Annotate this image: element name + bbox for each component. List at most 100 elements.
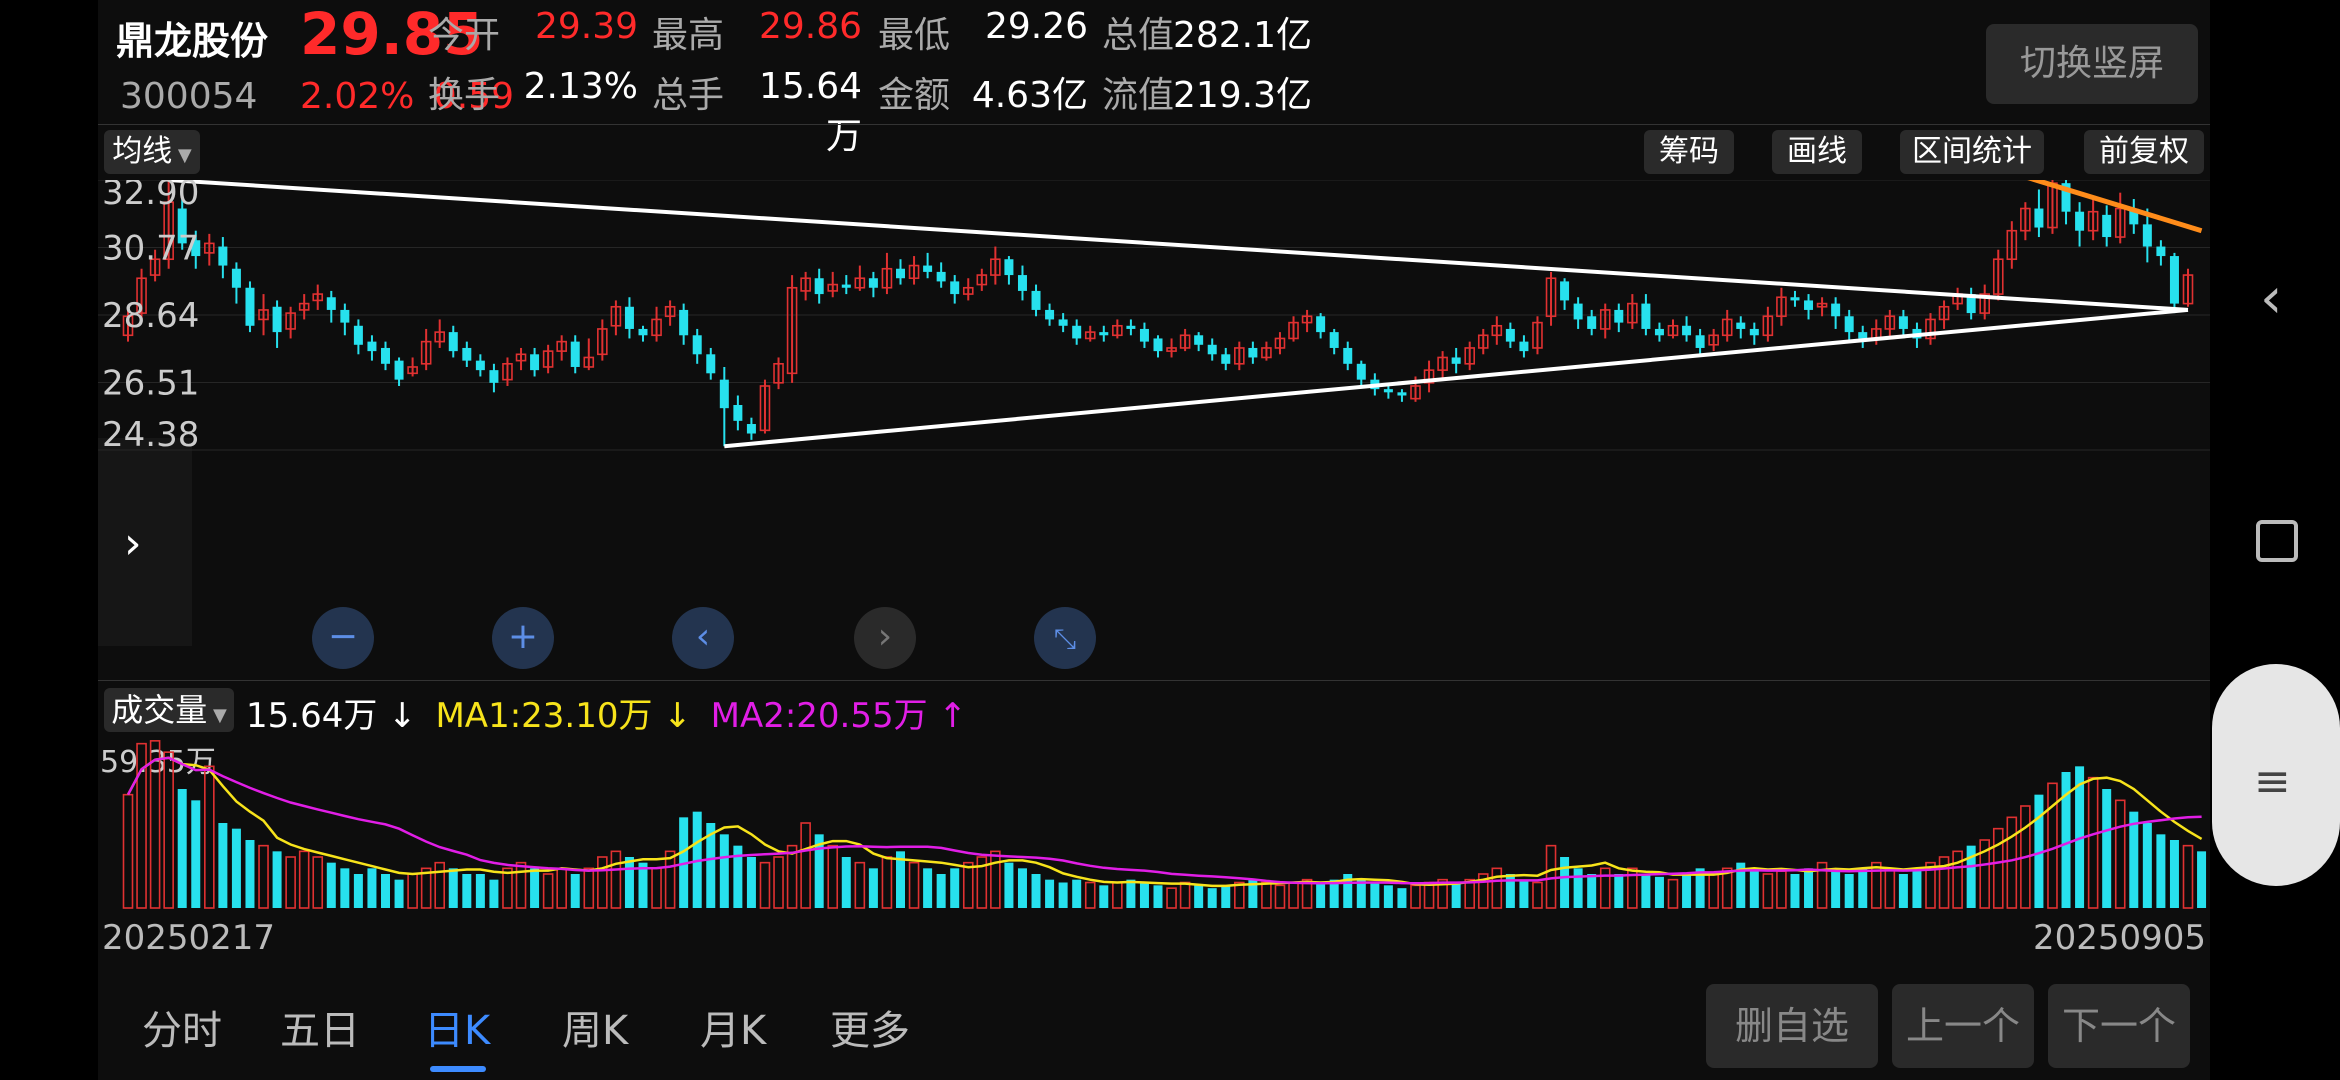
side-panel-toggle[interactable]: › — [98, 438, 192, 646]
adjust-button[interactable]: 前复权 — [2084, 130, 2204, 174]
range-stats-button[interactable]: 区间统计 — [1900, 130, 2044, 174]
volume-bar — [2047, 782, 2058, 909]
quote-header: 鼎龙股份 29.85 300054 2.02% 0.59 今开 29.39 最高… — [98, 0, 2210, 157]
candle-body — [1410, 385, 1421, 400]
tab-more[interactable]: 更多 — [830, 1008, 910, 1054]
candle-body — [1058, 319, 1068, 326]
price-tick-label: 28.64 — [102, 296, 199, 336]
volume-bar — [231, 828, 241, 908]
volume-bar — [312, 856, 324, 909]
candle-body — [1667, 324, 1679, 337]
volume-bar — [489, 879, 499, 908]
stat-high-value: 29.86 — [758, 6, 862, 47]
ma-dropdown[interactable]: 均线 ▼ — [104, 130, 200, 174]
volume-bar — [1343, 874, 1353, 908]
zoom-out-button[interactable]: − — [312, 607, 374, 669]
candle-body — [800, 277, 811, 292]
candle-body — [976, 274, 988, 286]
volume-bar — [759, 861, 771, 909]
tab-daily[interactable]: 日K — [424, 1008, 491, 1054]
chips-button[interactable]: 筹码 — [1644, 130, 1734, 174]
draw-line-button[interactable]: 画线 — [1772, 130, 1862, 174]
volume-bar — [746, 857, 756, 908]
candle-body — [896, 268, 905, 279]
tab-minute[interactable]: 分时 — [142, 1008, 222, 1054]
volume-bar — [2034, 794, 2044, 908]
candle-body — [1464, 347, 1476, 365]
candle-body — [1126, 325, 1136, 329]
tab-weekly[interactable]: 周K — [562, 1008, 629, 1054]
volume-bar — [2114, 799, 2126, 909]
candlestick-chart[interactable]: 32.90 30.77 28.64 26.51 24.38 — [98, 180, 2210, 690]
back-icon[interactable]: ‹ — [2260, 266, 2283, 331]
tab-five-day[interactable]: 五日 — [280, 1008, 360, 1054]
candle-body — [1179, 334, 1191, 349]
volume-bar — [420, 867, 432, 909]
volume-bar — [2006, 816, 2018, 909]
volume-bar — [1274, 884, 1286, 909]
volume-bar — [2142, 823, 2152, 908]
volume-bar — [1925, 861, 1936, 909]
volume-bar — [367, 868, 377, 908]
volume-bar — [1194, 885, 1204, 908]
volume-bar — [448, 868, 458, 908]
stat-low-label: 最低 — [878, 15, 951, 56]
volume-bar — [1721, 867, 1733, 909]
volume-bar — [1654, 876, 1664, 908]
candle-body — [1423, 369, 1435, 384]
volume-bar — [1072, 879, 1082, 908]
candle-body — [530, 354, 540, 371]
volume-chart[interactable]: 59.35万 — [98, 730, 2210, 930]
candle-body — [1072, 325, 1082, 339]
candle-body — [759, 385, 771, 432]
candle-body — [1301, 315, 1313, 324]
candle-body — [1560, 281, 1570, 301]
candle-body — [407, 366, 418, 375]
indicator-dropdown[interactable]: 成交量 ▼ — [104, 688, 234, 732]
lower-trend-line — [724, 307, 2189, 449]
candle-body — [231, 268, 241, 288]
volume-bar — [204, 765, 215, 909]
volume-bar — [475, 874, 485, 908]
volume-bar — [1031, 874, 1041, 908]
candle-body — [638, 328, 648, 336]
next-stock-button[interactable]: 下一个 — [2048, 984, 2190, 1068]
prev-stock-button[interactable]: 上一个 — [1892, 984, 2034, 1068]
zoom-in-button[interactable]: + — [492, 607, 554, 669]
candle-body — [353, 325, 363, 345]
volume-bar — [1004, 862, 1014, 908]
candle-body — [841, 284, 851, 288]
candle-body — [475, 360, 485, 371]
ma2-line — [126, 756, 2202, 885]
candle-body — [1749, 328, 1759, 336]
volume-bar — [950, 868, 960, 908]
chevron-down-icon: ▼ — [207, 705, 227, 726]
remove-favorite-button[interactable]: 删自选 — [1706, 984, 1878, 1068]
stat-turnover-value: 2.13% — [523, 66, 638, 107]
candle-body — [746, 424, 756, 434]
volume-bar — [610, 850, 622, 909]
candle-body — [908, 264, 920, 280]
candle-body — [1898, 316, 1908, 329]
switch-portrait-button[interactable]: 切换竖屏 — [1986, 24, 2198, 104]
candle-body — [367, 341, 377, 352]
volume-bar — [1166, 887, 1177, 909]
candle-body — [1045, 309, 1055, 320]
stat-high-label: 最高 — [652, 15, 725, 56]
reset-view-button[interactable]: ⤡ — [1034, 607, 1096, 669]
volume-bar — [1491, 867, 1503, 909]
volume-bar — [1505, 874, 1515, 908]
volume-bar — [1410, 884, 1421, 909]
pan-right-button[interactable]: › — [854, 607, 916, 669]
volume-bar — [1695, 868, 1705, 908]
menu-bubble[interactable]: ≡ — [2212, 664, 2340, 886]
candle-body — [1194, 335, 1204, 345]
price-tick-label: 26.51 — [102, 364, 199, 404]
home-icon[interactable] — [2256, 520, 2298, 562]
candle-body — [272, 306, 282, 333]
tab-monthly[interactable]: 月K — [700, 1008, 767, 1054]
volume-bar — [583, 867, 595, 909]
volume-bar — [381, 874, 390, 908]
pan-left-button[interactable]: ‹ — [672, 607, 734, 669]
candle-body — [1261, 347, 1272, 359]
